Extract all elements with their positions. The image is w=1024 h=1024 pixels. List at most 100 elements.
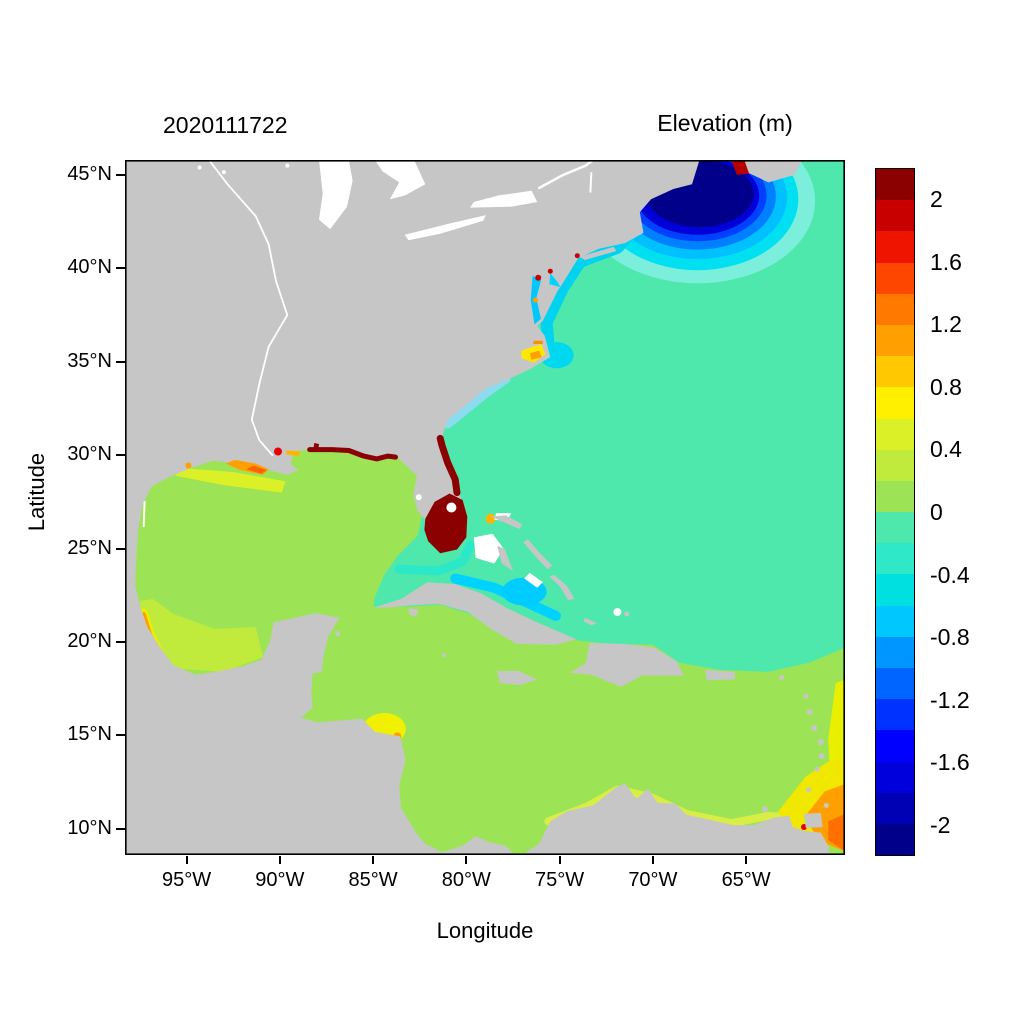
north-america-mainland bbox=[125, 160, 830, 855]
grand-bahama-abaco bbox=[490, 515, 523, 529]
colorbar-title: Elevation (m) bbox=[657, 110, 793, 136]
x-tick-mark bbox=[278, 856, 281, 864]
colorbar-cell-11 bbox=[876, 512, 914, 544]
galveston-bay-orange bbox=[185, 462, 192, 469]
y-tick-mark bbox=[116, 360, 125, 363]
mississippi-sound-orange bbox=[286, 450, 301, 457]
hispaniola bbox=[569, 643, 684, 687]
south-florida-darkred bbox=[424, 493, 468, 554]
florida-east-coast-darkred bbox=[436, 434, 461, 497]
x-tick-label: 70°W bbox=[628, 869, 678, 891]
tobago bbox=[823, 803, 829, 808]
x-tick-mark bbox=[185, 856, 188, 864]
x-tick-label: 75°W bbox=[535, 869, 585, 891]
trinidad bbox=[804, 813, 823, 828]
colorbar-cell-8 bbox=[876, 418, 914, 450]
y-tick-label: 15°N bbox=[67, 723, 112, 746]
y-tick-label: 40°N bbox=[67, 256, 112, 279]
colorbar-tick-label: 0.4 bbox=[930, 436, 962, 463]
new-york-harbor-red bbox=[574, 253, 580, 259]
colorbar-tick-label: -1.2 bbox=[930, 686, 970, 713]
colorbar bbox=[875, 168, 915, 856]
y-tick-mark bbox=[116, 547, 125, 550]
cayman-islands bbox=[442, 653, 446, 658]
exuma-bank-white bbox=[524, 572, 543, 588]
y-tick-mark bbox=[116, 641, 125, 644]
colorbar-tick-label: -0.4 bbox=[930, 561, 970, 588]
colorbar-tick-label: -0.8 bbox=[930, 624, 970, 651]
x-tick-label: 95°W bbox=[161, 869, 212, 891]
colorbar-cell-15 bbox=[876, 636, 914, 668]
hatteras-cyan bbox=[540, 342, 574, 369]
caicos-bank-white bbox=[613, 608, 622, 617]
midatlantic-coast-cyan bbox=[540, 221, 643, 364]
pamlico-core-orange bbox=[529, 350, 542, 360]
colorbar-cell-2 bbox=[876, 231, 914, 263]
colorbar-tick-label: 2 bbox=[930, 186, 943, 213]
x-tick-mark bbox=[745, 856, 748, 864]
lake-okeechobee bbox=[446, 502, 457, 513]
orinoco-deep-orange bbox=[828, 813, 845, 852]
colorbar-tick-label: -1.6 bbox=[930, 749, 970, 776]
long-crooked-islands bbox=[549, 574, 575, 600]
eleuthera-cat-island bbox=[523, 539, 553, 570]
long-island bbox=[579, 246, 617, 260]
colorbar-cell-10 bbox=[876, 480, 914, 513]
small-lake-3 bbox=[285, 163, 290, 168]
small-lake-2 bbox=[221, 170, 226, 175]
colorbar-cell-3 bbox=[876, 262, 914, 294]
x-tick-label: 85°W bbox=[348, 869, 398, 891]
y-tick-label: 45°N bbox=[67, 162, 112, 185]
great-inagua bbox=[583, 617, 597, 626]
laguna-madre-white bbox=[142, 500, 146, 528]
lake-erie bbox=[404, 215, 486, 241]
delaware-bay-cyan bbox=[549, 273, 561, 287]
colorbar-cell-19 bbox=[876, 761, 914, 793]
y-tick-label: 35°N bbox=[67, 349, 112, 372]
colorbar-cell-9 bbox=[876, 449, 914, 481]
colorbar-cell-5 bbox=[876, 324, 914, 357]
antilles-east-edge-yellow bbox=[828, 679, 845, 781]
colorbar-cell-0 bbox=[876, 169, 914, 201]
delaware-head-red bbox=[547, 268, 553, 274]
colorbar-cell-17 bbox=[876, 699, 914, 731]
y-tick-label: 30°N bbox=[67, 443, 112, 466]
albemarle-orange bbox=[533, 340, 543, 344]
y-tick-mark bbox=[116, 173, 125, 176]
colorbar-cell-14 bbox=[876, 605, 914, 637]
st-vincent bbox=[814, 766, 820, 772]
isla-margarita bbox=[761, 806, 768, 813]
potomac-orange bbox=[532, 297, 538, 303]
terrebonne-deep-orange bbox=[246, 465, 267, 474]
colorbar-cell-13 bbox=[876, 574, 914, 606]
turks-islands bbox=[624, 611, 630, 617]
lake-huron bbox=[374, 160, 426, 200]
dominica bbox=[811, 725, 818, 731]
martinique bbox=[817, 739, 824, 745]
colorbar-cell-18 bbox=[876, 730, 914, 762]
grenada bbox=[806, 787, 812, 793]
colorbar-cell-12 bbox=[876, 543, 914, 575]
campeche-bay-yellowgreen bbox=[139, 599, 263, 672]
anguilla-st-martin bbox=[779, 675, 785, 680]
cuba bbox=[374, 582, 577, 645]
y-tick-mark bbox=[116, 827, 125, 830]
florida-straits-teal bbox=[394, 540, 475, 576]
colorbar-cell-16 bbox=[876, 668, 914, 700]
lake-michigan bbox=[319, 160, 353, 230]
x-tick-label: 90°W bbox=[255, 869, 305, 891]
colorbar-cell-20 bbox=[876, 792, 914, 824]
lake-ontario bbox=[470, 190, 538, 208]
mobile-bay-darkred bbox=[313, 443, 319, 451]
y-tick-mark bbox=[116, 267, 125, 270]
y-tick-mark bbox=[116, 454, 125, 457]
colorbar-tick-label: -2 bbox=[930, 811, 951, 838]
colorbar-tick-label: 1.2 bbox=[930, 311, 962, 338]
guadeloupe bbox=[806, 709, 813, 716]
x-tick-label: 65°W bbox=[721, 869, 771, 891]
lake-pontchartrain-red bbox=[274, 447, 282, 456]
lake-champlain bbox=[589, 172, 593, 193]
x-tick-label: 80°W bbox=[441, 869, 491, 891]
colorbar-cell-1 bbox=[876, 200, 914, 232]
x-tick-mark bbox=[465, 856, 468, 864]
